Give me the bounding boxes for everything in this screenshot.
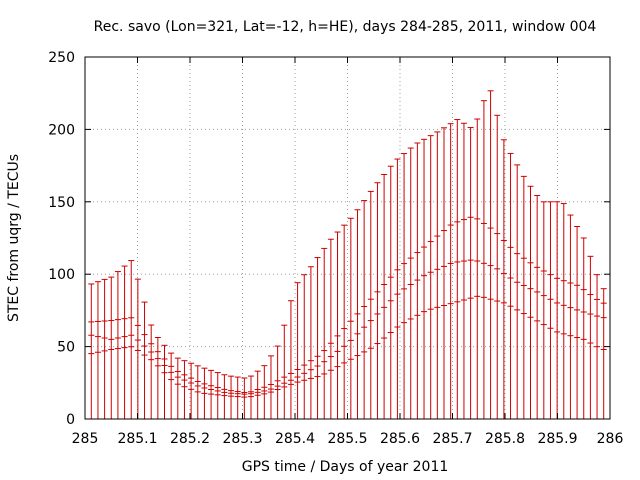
x-tick-label: 285 — [72, 431, 99, 447]
x-tick-label: 285.2 — [170, 431, 210, 447]
y-tick-label: 50 — [57, 340, 75, 356]
x-tick-label: 285.7 — [432, 431, 472, 447]
x-tick-labels: 285 285.1 285.2 285.3 285.4 285.5 285.6 285.7 28… — [72, 431, 624, 447]
y-axis-label: STEC from uqrg / TECUs — [6, 154, 22, 322]
x-tick-label: 285.8 — [485, 431, 525, 447]
y-tick-label: 200 — [48, 122, 75, 138]
x-tick-label: 285.4 — [275, 431, 315, 447]
y-tick-labels: 0 50 100 150 200 250 — [48, 50, 75, 428]
chart-title: Rec. savo (Lon=321, Lat=-12, h=HE), days… — [94, 19, 597, 35]
x-axis-label: GPS time / Days of year 2011 — [242, 459, 449, 475]
grid-lines — [85, 57, 610, 419]
y-tick-label: 150 — [48, 195, 75, 211]
y-tick-label: 0 — [66, 412, 75, 428]
y-tick-label: 250 — [48, 50, 75, 66]
x-tick-label: 285.6 — [380, 431, 420, 447]
x-tick-label: 285.9 — [537, 431, 577, 447]
error-bars — [88, 90, 607, 419]
axis-ticks — [84, 56, 611, 420]
x-tick-label: 285.5 — [327, 431, 367, 447]
y-tick-label: 100 — [48, 267, 75, 283]
x-tick-label: 285.1 — [117, 431, 157, 447]
x-tick-label: 285.3 — [222, 431, 262, 447]
x-tick-label: 286 — [597, 431, 624, 447]
